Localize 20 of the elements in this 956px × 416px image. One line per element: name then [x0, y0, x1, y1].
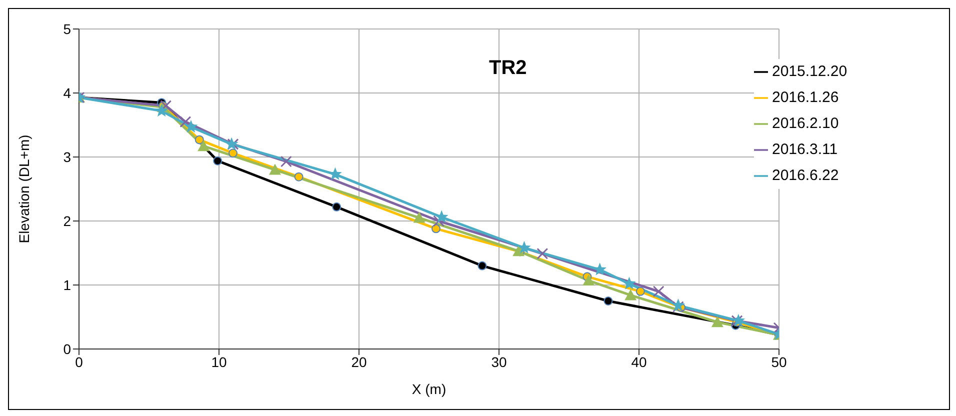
y-tick-label: 2: [63, 212, 72, 229]
legend-label: 2016.2.10: [772, 115, 839, 132]
legend-label: 2015.12.20: [772, 63, 848, 80]
x-tick-label: 10: [211, 354, 227, 370]
y-tick-label: 1: [63, 276, 72, 293]
text: TR2: [489, 57, 527, 80]
x-tick-label: 30: [491, 354, 507, 370]
legend-label: 2016.1.26: [772, 89, 839, 106]
x-tick-label: 50: [771, 354, 787, 370]
y-tick-label: 5: [63, 20, 72, 37]
legend-label: 2016.6.22: [772, 167, 839, 184]
y-tick-label: 3: [63, 148, 72, 165]
legend-label: 2016.3.11: [772, 141, 838, 158]
y-tick-label: 4: [63, 84, 72, 101]
x-axis-title: X (m): [412, 381, 446, 397]
x-tick-label: 40: [631, 354, 647, 370]
y-axis-title: Elevation (DL+m): [16, 134, 32, 244]
y-tick-label: 0: [63, 340, 72, 357]
x-tick-label: 20: [351, 354, 367, 370]
x-tick-label: 0: [75, 354, 84, 370]
